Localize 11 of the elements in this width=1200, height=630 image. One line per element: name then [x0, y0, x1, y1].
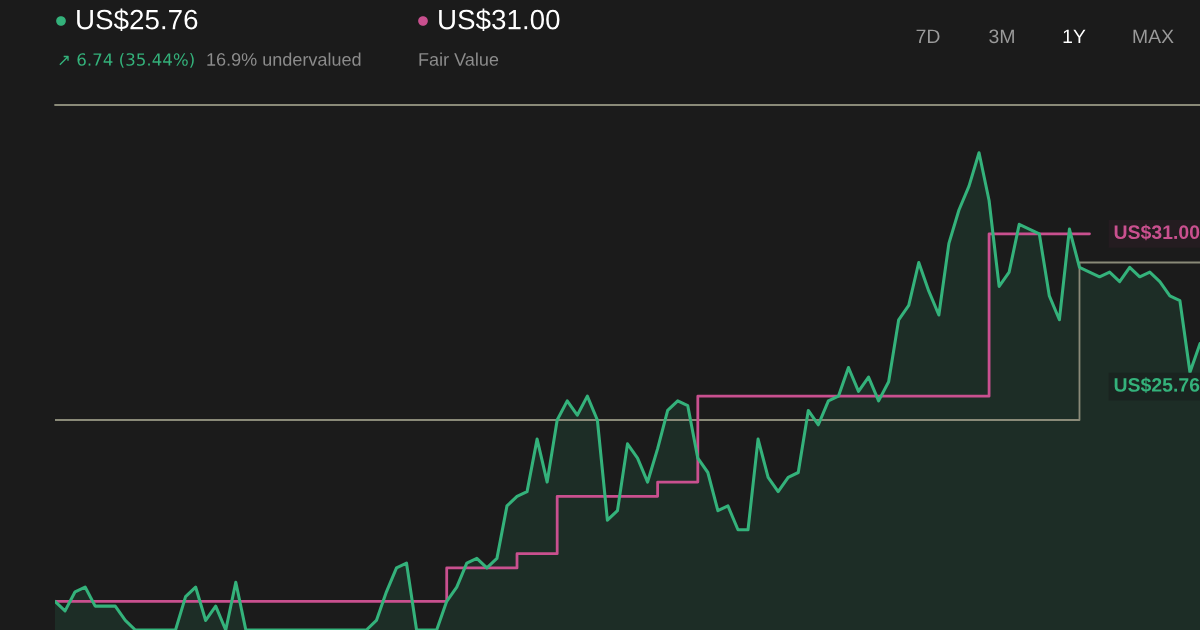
annotation: US$31.00: [1114, 224, 1200, 241]
annotation: US$25.76: [1114, 377, 1200, 394]
text: Fair Value: [419, 52, 499, 66]
text: 7D: [916, 29, 940, 44]
text: 1Y: [1063, 29, 1086, 44]
text: 16.9% undervalued: [207, 52, 361, 66]
text: MAX: [1133, 29, 1174, 44]
text: ↗ 6.74 (35.44%): [59, 52, 194, 68]
text: 3M: [989, 29, 1014, 44]
text: US$25.76: [77, 8, 198, 32]
text: US$31.00: [439, 8, 560, 32]
